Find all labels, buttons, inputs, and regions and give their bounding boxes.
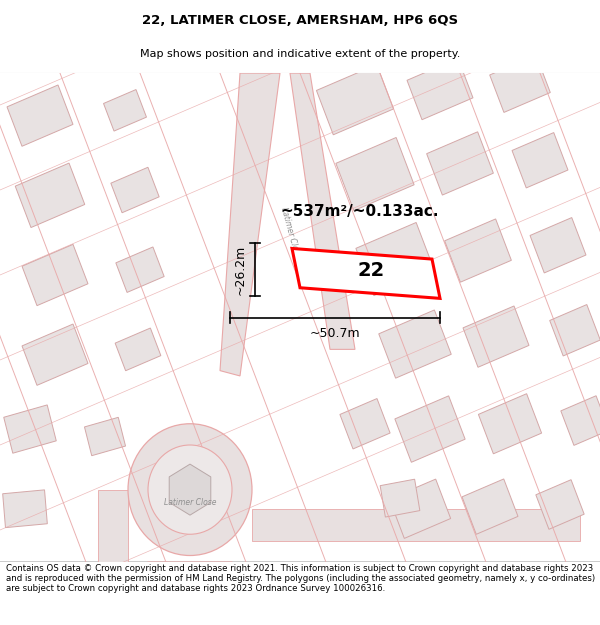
Polygon shape: [4, 405, 56, 453]
Polygon shape: [395, 396, 465, 462]
Text: 22, LATIMER CLOSE, AMERSHAM, HP6 6QS: 22, LATIMER CLOSE, AMERSHAM, HP6 6QS: [142, 14, 458, 27]
Polygon shape: [561, 396, 600, 446]
Polygon shape: [22, 324, 88, 386]
Text: ~50.7m: ~50.7m: [310, 327, 361, 340]
Polygon shape: [463, 306, 529, 368]
Polygon shape: [22, 244, 88, 306]
Polygon shape: [316, 64, 394, 135]
Polygon shape: [85, 418, 125, 456]
Polygon shape: [389, 479, 451, 538]
Circle shape: [148, 445, 232, 534]
Polygon shape: [115, 328, 161, 371]
Polygon shape: [98, 489, 128, 562]
Polygon shape: [550, 304, 600, 356]
Polygon shape: [462, 479, 518, 534]
Polygon shape: [104, 89, 146, 131]
Polygon shape: [220, 73, 280, 376]
Polygon shape: [336, 138, 414, 211]
Polygon shape: [116, 247, 164, 292]
Polygon shape: [252, 509, 580, 541]
Text: ~26.2m: ~26.2m: [233, 244, 247, 295]
Text: Latimer Close: Latimer Close: [164, 498, 216, 507]
Text: 22: 22: [358, 261, 385, 280]
Polygon shape: [512, 132, 568, 188]
Text: Latimer Close: Latimer Close: [279, 206, 301, 259]
Polygon shape: [7, 85, 73, 146]
Polygon shape: [169, 464, 211, 515]
Polygon shape: [111, 168, 159, 212]
Polygon shape: [427, 132, 493, 195]
Polygon shape: [380, 479, 420, 517]
Polygon shape: [356, 222, 434, 296]
Polygon shape: [530, 217, 586, 273]
Polygon shape: [445, 219, 511, 282]
Circle shape: [128, 424, 252, 556]
Polygon shape: [379, 310, 451, 378]
Text: Map shows position and indicative extent of the property.: Map shows position and indicative extent…: [140, 49, 460, 59]
Polygon shape: [407, 58, 473, 120]
Polygon shape: [292, 248, 440, 298]
Polygon shape: [290, 73, 355, 349]
Text: ~537m²/~0.133ac.: ~537m²/~0.133ac.: [281, 204, 439, 219]
Text: Contains OS data © Crown copyright and database right 2021. This information is : Contains OS data © Crown copyright and d…: [6, 564, 595, 594]
Polygon shape: [478, 394, 542, 454]
Polygon shape: [490, 55, 550, 112]
Polygon shape: [15, 163, 85, 228]
Polygon shape: [536, 480, 584, 529]
Polygon shape: [340, 399, 390, 449]
Polygon shape: [138, 562, 242, 572]
Polygon shape: [2, 490, 47, 528]
